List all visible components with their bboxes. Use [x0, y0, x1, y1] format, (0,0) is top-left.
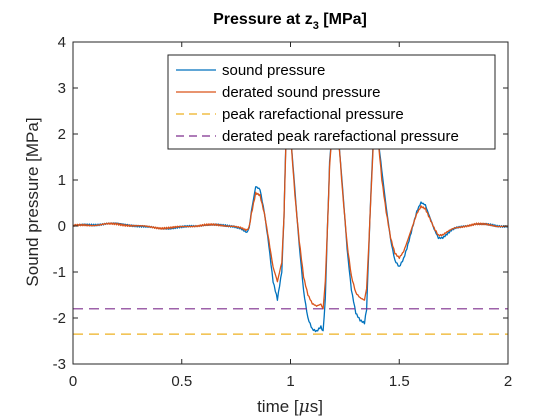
- y-tick-label: 3: [58, 80, 66, 97]
- legend-label-1: sound pressure: [222, 62, 325, 79]
- legend-label-2: derated sound pressure: [222, 84, 380, 101]
- y-tick-label: 1: [58, 172, 66, 189]
- y-tick-label: -1: [53, 264, 66, 281]
- x-tick-label: 1: [286, 373, 294, 390]
- x-axis-label: time [μs]: [257, 397, 323, 417]
- legend-label-3: peak rarefactional pressure: [222, 106, 404, 123]
- chart-title: Pressure at z3 [MPa]: [213, 11, 367, 32]
- legend-label-4: derated peak rarefactional pressure: [222, 128, 459, 145]
- legend-box: [167, 54, 496, 150]
- y-tick-label: -2: [53, 310, 66, 327]
- y-tick-label: 4: [58, 34, 66, 51]
- x-axis-label-greek: μ: [299, 397, 310, 417]
- x-tick-label: 0.5: [171, 373, 192, 390]
- chart-title-suffix: [MPa]: [319, 11, 367, 28]
- y-axis-label: Sound pressure [MPa]: [23, 117, 42, 286]
- chart-title-subscript: 3: [313, 20, 319, 32]
- x-tick-label: 2: [504, 373, 512, 390]
- y-tick-label: 0: [58, 218, 66, 235]
- x-tick-label: 0: [69, 373, 77, 390]
- y-tick-label: 2: [58, 126, 66, 143]
- x-tick-label: 1.5: [389, 373, 410, 390]
- y-tick-label: -3: [53, 356, 66, 373]
